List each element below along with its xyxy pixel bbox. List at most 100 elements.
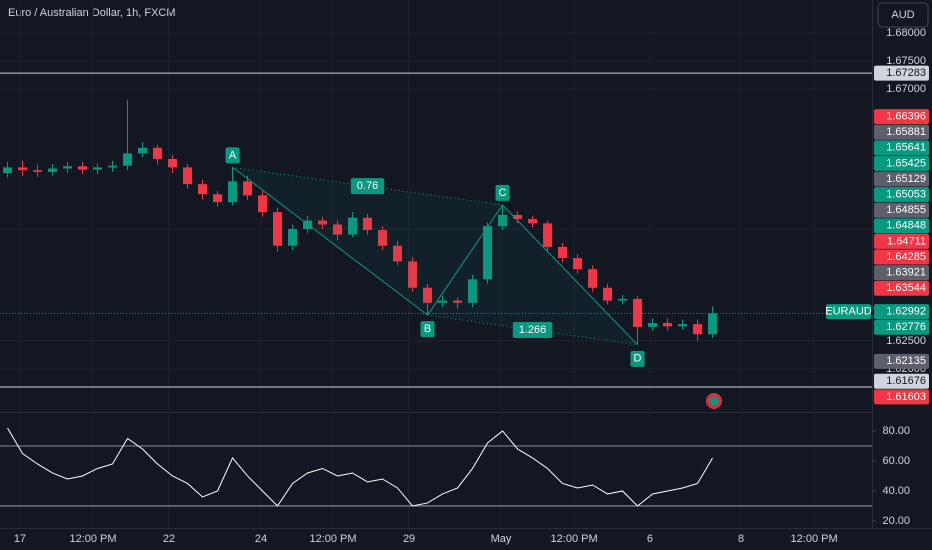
- candle-body: [558, 246, 568, 259]
- candle-body: [213, 194, 223, 203]
- price-tag: [874, 124, 929, 140]
- price-tag: [874, 280, 929, 296]
- y-tick-label: 1.68000: [886, 27, 926, 39]
- price-tag: [874, 265, 929, 281]
- rsi-tick-label: 40.00: [882, 485, 910, 497]
- candle-body: [408, 261, 418, 288]
- price-tag: [874, 249, 929, 265]
- pattern-point-label: C: [499, 187, 507, 199]
- rsi-line: [7, 427, 713, 507]
- pattern-point-box: [630, 350, 645, 367]
- price-tag: [874, 187, 929, 203]
- x-tick-label: 12:00 PM: [551, 533, 598, 545]
- candle-body: [363, 217, 373, 231]
- y-tick-label: 1.62500: [886, 335, 926, 347]
- price-tag-label: 1.65641: [886, 142, 926, 154]
- candle-body: [123, 153, 133, 166]
- price-tag: [874, 304, 929, 320]
- candle-body: [513, 214, 523, 219]
- candle-body: [258, 195, 268, 213]
- price-tag-label: 1.65129: [886, 173, 926, 185]
- x-tick-label: 12:00 PM: [309, 533, 356, 545]
- pattern-leg: [427, 204, 503, 316]
- candle-body: [243, 181, 253, 196]
- price-tag: [874, 109, 929, 125]
- candle-body: [633, 298, 643, 327]
- pattern-ratio-box: [350, 178, 385, 195]
- candle-body: [468, 279, 478, 303]
- candle-body: [483, 226, 493, 280]
- symbol-tag: [826, 304, 871, 320]
- price-tag: [874, 233, 929, 249]
- candle-body: [348, 217, 358, 235]
- pattern-point-label: D: [634, 353, 642, 365]
- candle-body: [453, 300, 463, 303]
- candle-body: [588, 269, 598, 288]
- candle-body: [198, 184, 208, 195]
- price-tag-label: 1.62992: [886, 306, 926, 318]
- rsi-tick-label: 80.00: [882, 425, 910, 437]
- rsi-tick-label: 60.00: [882, 455, 910, 467]
- candle-body: [693, 324, 703, 335]
- candle-body: [318, 220, 328, 225]
- chart-title: Euro / Australian Dollar, 1h, FXCM: [8, 7, 176, 19]
- currency-label[interactable]: AUD: [891, 9, 914, 21]
- pattern-point-box: [225, 147, 240, 164]
- pattern-point-label: B: [424, 323, 431, 335]
- price-tag-label: 1.61676: [886, 375, 926, 387]
- price-tag-label: 1.64848: [886, 220, 926, 232]
- pattern-point-box: [420, 321, 435, 338]
- pattern-fill: [232, 167, 503, 316]
- candle-body: [273, 212, 283, 246]
- pattern-point-label: A: [229, 149, 237, 161]
- price-tag: [874, 155, 929, 171]
- candle-body: [93, 167, 103, 170]
- price-tag-label: 1.66396: [886, 111, 926, 123]
- candle-body: [528, 218, 538, 224]
- price-tag-label: 1.65053: [886, 189, 926, 201]
- pattern-point-box: [495, 184, 510, 201]
- candle-body: [168, 158, 178, 168]
- x-tick-label: May: [491, 533, 512, 545]
- price-tag-label: 1.64855: [886, 204, 926, 216]
- price-tag-label: 1.64711: [887, 235, 926, 247]
- price-tag-label: 1.61603: [886, 391, 926, 403]
- candle-body: [423, 287, 433, 303]
- pattern-leg: [502, 204, 638, 346]
- pattern-ratio-box: [512, 321, 553, 338]
- price-tag: [874, 218, 929, 234]
- x-tick-label: 12:00 PM: [69, 533, 116, 545]
- alert-icon-core: [709, 396, 719, 406]
- candle-body: [183, 167, 193, 185]
- price-tag-label: 1.65881: [886, 126, 926, 138]
- price-tag: [874, 389, 929, 405]
- candle-body: [573, 258, 583, 270]
- candle-body: [393, 245, 403, 262]
- candle-body: [678, 324, 688, 327]
- price-tag: [874, 65, 929, 81]
- candle-body: [648, 322, 658, 327]
- price-tag: [874, 171, 929, 187]
- candle-body: [288, 228, 298, 246]
- pattern-fill: [427, 204, 638, 345]
- y-tick-label: 1.67000: [886, 83, 926, 95]
- candle-body: [78, 166, 88, 170]
- x-tick-label: 24: [255, 533, 267, 545]
- candle-body: [378, 230, 388, 246]
- x-tick-label: 6: [647, 533, 653, 545]
- price-tag-label: 1.63544: [886, 282, 926, 294]
- price-tag-label: 1.62776: [886, 321, 926, 333]
- symbol-label: EURAUD: [825, 306, 872, 318]
- price-tag-label: 1.65425: [886, 157, 926, 169]
- candle-body: [438, 300, 448, 303]
- currency-button[interactable]: [877, 2, 929, 28]
- price-tag: [874, 353, 929, 369]
- pattern-leg: [232, 166, 428, 316]
- rsi-tick-label: 20.00: [882, 515, 910, 527]
- candle-body: [153, 147, 163, 159]
- candle-body: [618, 298, 628, 301]
- price-tag: [874, 373, 929, 389]
- candle-body: [603, 287, 613, 301]
